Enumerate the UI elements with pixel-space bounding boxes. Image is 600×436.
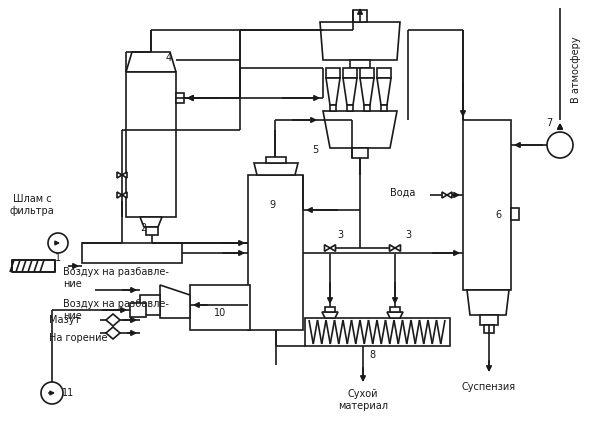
- Polygon shape: [122, 172, 127, 178]
- Bar: [305, 318, 450, 346]
- Polygon shape: [395, 245, 401, 251]
- Text: 4: 4: [166, 53, 172, 63]
- Text: 1: 1: [55, 253, 61, 263]
- Polygon shape: [330, 245, 335, 251]
- Bar: [190, 285, 250, 330]
- Text: Воздух на разбавле-
ние: Воздух на разбавле- ние: [63, 267, 169, 289]
- Bar: [353, 10, 367, 22]
- Polygon shape: [442, 192, 447, 198]
- Polygon shape: [140, 217, 162, 227]
- Bar: [390, 307, 400, 312]
- Bar: [146, 227, 158, 235]
- Polygon shape: [325, 245, 330, 251]
- Polygon shape: [117, 192, 122, 198]
- Bar: [325, 307, 335, 312]
- Polygon shape: [447, 192, 452, 198]
- Text: Мазут: Мазут: [49, 315, 80, 325]
- Polygon shape: [467, 290, 509, 315]
- Text: На горение: На горение: [49, 333, 107, 343]
- Bar: [463, 120, 511, 290]
- Polygon shape: [117, 172, 122, 178]
- Bar: [130, 303, 146, 317]
- Polygon shape: [343, 78, 357, 105]
- Bar: [126, 72, 176, 217]
- Circle shape: [547, 132, 573, 158]
- Polygon shape: [326, 78, 340, 105]
- Text: 10: 10: [214, 308, 226, 318]
- Polygon shape: [360, 78, 374, 105]
- Bar: [326, 68, 340, 78]
- Bar: [350, 60, 370, 68]
- Polygon shape: [377, 78, 391, 105]
- Polygon shape: [387, 312, 403, 318]
- Text: В атмосферу: В атмосферу: [571, 37, 581, 103]
- Bar: [248, 175, 303, 330]
- Polygon shape: [126, 52, 176, 72]
- Text: Сухой
материал: Сухой материал: [338, 389, 388, 411]
- Polygon shape: [106, 314, 120, 326]
- Polygon shape: [320, 22, 400, 60]
- Bar: [12, 260, 55, 272]
- Text: Вода: Вода: [389, 188, 415, 198]
- Text: 7: 7: [546, 118, 552, 128]
- Bar: [140, 295, 160, 315]
- Bar: [484, 325, 494, 333]
- Polygon shape: [160, 285, 190, 318]
- Circle shape: [48, 233, 68, 253]
- Polygon shape: [389, 245, 395, 251]
- Bar: [266, 157, 286, 163]
- Text: Шлам с
фильтра: Шлам с фильтра: [10, 194, 55, 216]
- Bar: [343, 68, 357, 78]
- Bar: [352, 148, 368, 158]
- Polygon shape: [254, 163, 298, 175]
- Text: Суспензия: Суспензия: [462, 382, 516, 392]
- Bar: [176, 93, 184, 103]
- Text: 2: 2: [140, 223, 146, 233]
- Text: 3: 3: [337, 230, 343, 240]
- Bar: [330, 105, 336, 111]
- Bar: [511, 208, 519, 220]
- Bar: [480, 315, 498, 325]
- Text: 9: 9: [269, 200, 275, 210]
- Bar: [82, 243, 182, 263]
- Polygon shape: [122, 192, 127, 198]
- Bar: [377, 68, 391, 78]
- Text: Воздух на разбавле-
ние: Воздух на разбавле- ние: [63, 299, 169, 321]
- Bar: [381, 105, 387, 111]
- Bar: [364, 105, 370, 111]
- Bar: [347, 105, 353, 111]
- Polygon shape: [322, 312, 338, 318]
- Circle shape: [41, 382, 63, 404]
- Polygon shape: [323, 111, 397, 148]
- Polygon shape: [106, 327, 120, 339]
- Text: 6: 6: [495, 210, 501, 220]
- Bar: [360, 68, 374, 78]
- Text: 8: 8: [369, 350, 375, 360]
- Text: 11: 11: [62, 388, 74, 398]
- Text: 5: 5: [312, 145, 318, 155]
- Text: 3: 3: [405, 230, 411, 240]
